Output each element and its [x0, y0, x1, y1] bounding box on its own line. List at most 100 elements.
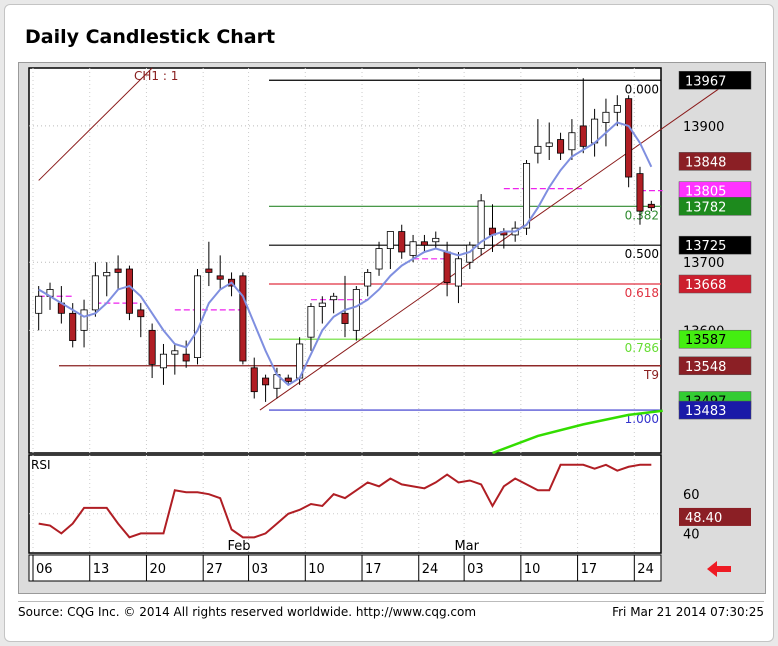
x-tick-label: 10: [308, 562, 325, 577]
x-tick-label: 27: [206, 562, 223, 577]
candle-body: [636, 173, 644, 212]
x-tick-label: 13: [93, 562, 110, 577]
candle-body: [568, 132, 576, 151]
rsi-value-label: 48.40: [685, 511, 722, 526]
study-label: CH1 : 1: [134, 69, 178, 83]
x-tick-label: 20: [149, 562, 166, 577]
candle-body: [35, 295, 43, 314]
price-box-label: 13782: [685, 200, 726, 215]
price-box-label: 13805: [685, 185, 726, 200]
candle-body: [364, 272, 372, 287]
rsi-line: [38, 463, 652, 539]
chart-area: 0.000 0.382 0.500 0.618 0.786 T9 1.000 CH1 : 1 1…: [18, 62, 766, 594]
month-label: Mar: [454, 539, 479, 554]
candle-body: [409, 241, 417, 256]
candle-body: [647, 203, 655, 209]
month-label: Feb: [228, 539, 251, 554]
candle-body: [69, 312, 77, 341]
candle-body: [602, 111, 610, 123]
candle-body: [534, 145, 542, 154]
rsi-plot-area: [28, 454, 662, 554]
timestamp: Fri Mar 21 2014 07:30:25: [612, 605, 764, 619]
candle-body: [443, 251, 451, 284]
x-tick-label: 03: [252, 562, 269, 577]
candle-body: [182, 353, 190, 362]
price-box-label: 13725: [685, 239, 726, 254]
candlestick-chart: 0.000 0.382 0.500 0.618 0.786 T9 1.000 CH1 : 1 1…: [28, 67, 752, 582]
page-title: Daily Candlestick Chart: [25, 26, 276, 48]
candle-body: [137, 309, 145, 318]
price-box-label: 13967: [685, 74, 726, 89]
rsi-label: RSI: [31, 458, 51, 472]
price-box: [678, 197, 752, 216]
candle-body: [579, 125, 587, 147]
candle-body: [432, 237, 440, 243]
fib-level-label: 0.000: [625, 82, 659, 96]
short-moving-average: [38, 121, 653, 387]
candle-body: [307, 306, 315, 338]
price-box: [678, 152, 752, 171]
footer: Source: CQG Inc. © 2014 All rights reser…: [18, 601, 764, 619]
price-box: [678, 71, 752, 90]
price-tick-label: 13700: [683, 256, 724, 271]
candle-body: [341, 312, 349, 324]
candle-body: [398, 231, 406, 253]
price-box: [678, 400, 752, 420]
candle-body: [613, 105, 621, 113]
fib-level-label: 0.382: [625, 208, 659, 222]
rsi-value-box: [679, 507, 751, 526]
candle-body: [114, 268, 122, 273]
candle-body: [205, 268, 213, 273]
rsi-tick-label: 40: [683, 527, 700, 542]
price-box: [678, 356, 752, 376]
fib-level-label: 0.786: [625, 341, 659, 355]
candle-body: [420, 241, 428, 246]
candle-body: [557, 139, 565, 154]
price-box-label: 13848: [685, 155, 726, 170]
fib-level-label: 0.500: [625, 247, 659, 261]
candle-body: [352, 289, 360, 331]
fib-level-label: 0.618: [625, 286, 659, 300]
long-moving-average: [492, 409, 663, 455]
price-box-label: 13548: [685, 360, 726, 375]
x-tick-label: 03: [467, 562, 484, 577]
candle-body: [591, 118, 599, 144]
x-tick-label: 17: [581, 562, 598, 577]
candle-body: [103, 272, 111, 277]
x-axis-area: [28, 554, 662, 582]
price-tick-label: 13900: [683, 120, 724, 135]
candle-body: [171, 350, 179, 355]
x-tick-label: 24: [637, 562, 654, 577]
candle-body: [375, 248, 383, 270]
candle-body: [250, 367, 258, 393]
candle-body: [216, 275, 224, 280]
candle-body: [159, 353, 167, 369]
x-tick-label: 24: [422, 562, 439, 577]
candle-body: [91, 275, 99, 311]
candle-body: [386, 231, 394, 249]
trend-line: [259, 88, 720, 411]
x-tick-label: 10: [524, 562, 541, 577]
candle-body: [125, 268, 133, 314]
source-text: Source: CQG Inc. © 2014 All rights reser…: [18, 605, 477, 619]
price-box-label: 13483: [685, 404, 726, 419]
candle-body: [625, 98, 633, 178]
candle-body: [318, 302, 326, 307]
price-box-label: 13668: [685, 278, 726, 293]
candle-body: [148, 329, 156, 365]
x-tick-label: 17: [365, 562, 382, 577]
candle-body: [284, 377, 292, 382]
price-plot-area: [28, 67, 662, 454]
candle-body: [545, 142, 553, 147]
candle-body: [477, 200, 485, 249]
price-box-label: 13587: [685, 333, 726, 348]
candle-body: [523, 162, 531, 229]
price-box: [678, 235, 752, 255]
price-box: [678, 274, 752, 294]
candle-body: [454, 258, 462, 287]
fib-level-label: 1.000: [625, 412, 659, 426]
candle-body: [193, 275, 202, 359]
candle-body: [466, 244, 474, 263]
candle-body: [239, 275, 247, 362]
candle-body: [80, 309, 88, 331]
